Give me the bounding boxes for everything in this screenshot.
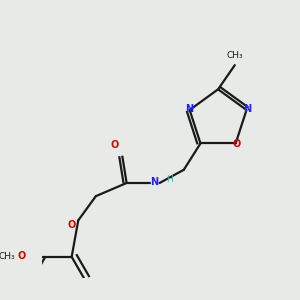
Text: CH₃: CH₃ (227, 51, 244, 60)
Text: N: N (185, 104, 193, 114)
Text: O: O (68, 220, 76, 230)
Text: O: O (18, 251, 26, 261)
Text: N: N (150, 177, 158, 187)
Text: CH₃: CH₃ (0, 252, 15, 261)
Text: O: O (232, 139, 241, 149)
Text: H: H (166, 176, 173, 184)
Text: O: O (110, 140, 118, 150)
Text: N: N (243, 104, 251, 114)
